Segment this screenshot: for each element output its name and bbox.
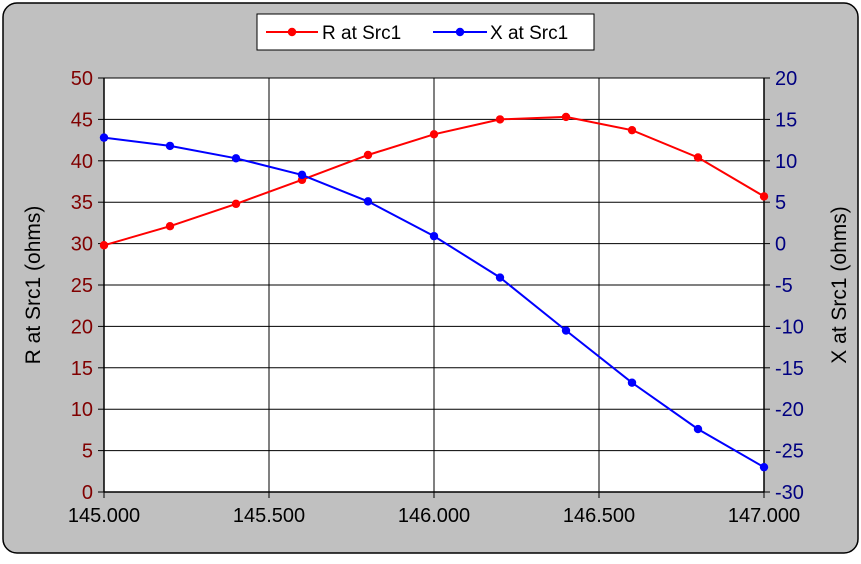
- series: [99, 112, 769, 472]
- series-point-x: [231, 154, 241, 163]
- y-left-tick-label: 30: [71, 234, 93, 256]
- y-left-tick-label: 20: [71, 316, 93, 338]
- axes: 0 5 10 15 20 25 30 35 40 45 50 -30 -25 -20 -15 -10 -5 0 5 1…: [68, 68, 804, 527]
- y-left-tick-label: 15: [71, 358, 93, 380]
- series-point-x: [693, 424, 703, 434]
- series-point-r: [495, 115, 505, 124]
- y-right-tick-label: 10: [775, 151, 797, 173]
- y-right-tick-label: 20: [775, 68, 797, 90]
- y-left-tick-label: 50: [71, 68, 93, 90]
- legend-marker-x: [455, 27, 465, 37]
- x-tick-label: 147.000: [728, 505, 800, 527]
- x-tick-label: 145.000: [68, 505, 140, 527]
- series-point-x: [627, 378, 637, 387]
- x-tick-label: 146.000: [398, 505, 470, 527]
- series-point-x: [297, 170, 307, 180]
- series-point-r: [363, 150, 373, 160]
- y-left-axis-label: R at Src1 (ohms): [22, 206, 45, 365]
- legend-label-r: R at Src1: [322, 23, 401, 44]
- y-right-tick-label: -10: [775, 316, 804, 338]
- series-point-r: [627, 125, 637, 135]
- series-point-x: [429, 231, 439, 241]
- y-right-tick-label: 5: [775, 192, 786, 214]
- x-tick-label: 145.500: [233, 505, 305, 527]
- y-right-tick-label: 0: [775, 234, 786, 256]
- series-point-r: [759, 192, 769, 201]
- legend-label-x: X at Src1: [490, 23, 568, 44]
- y-right-tick-label: -30: [775, 482, 804, 504]
- series-point-r: [165, 222, 175, 231]
- y-right-tick-label: -5: [775, 275, 793, 297]
- y-left-tick-label: 25: [71, 275, 93, 297]
- series-point-x: [165, 141, 175, 151]
- legend: R at Src1 X at Src1: [256, 13, 595, 51]
- y-left-tick-label: 0: [82, 482, 93, 504]
- y-right-tick-label: 15: [775, 109, 797, 131]
- y-left-tick-label: 45: [71, 109, 93, 131]
- series-point-x: [759, 462, 769, 472]
- series-point-r: [561, 112, 571, 122]
- y-right-tick-label: -25: [775, 441, 804, 463]
- y-right-tick-label: -15: [775, 358, 804, 380]
- y-left-tick-label: 40: [71, 151, 93, 173]
- series-point-x: [561, 326, 571, 335]
- gridlines: [104, 78, 764, 492]
- series-point-x: [363, 197, 373, 206]
- series-point-r: [693, 153, 703, 162]
- y-right-tick-label: -20: [775, 399, 804, 421]
- series-point-r: [99, 241, 109, 250]
- y-left-tick-label: 5: [82, 441, 93, 463]
- y-left-tick-label: 35: [71, 192, 93, 214]
- y-left-tick-label: 10: [71, 399, 93, 421]
- series-point-r: [429, 130, 439, 139]
- series-point-x: [495, 273, 505, 282]
- x-tick-label: 146.500: [563, 505, 635, 527]
- y-right-axis-label: X at Src1 (ohms): [828, 206, 851, 364]
- legend-marker-r: [287, 27, 297, 37]
- series-point-x: [99, 133, 109, 142]
- series-point-r: [231, 199, 241, 209]
